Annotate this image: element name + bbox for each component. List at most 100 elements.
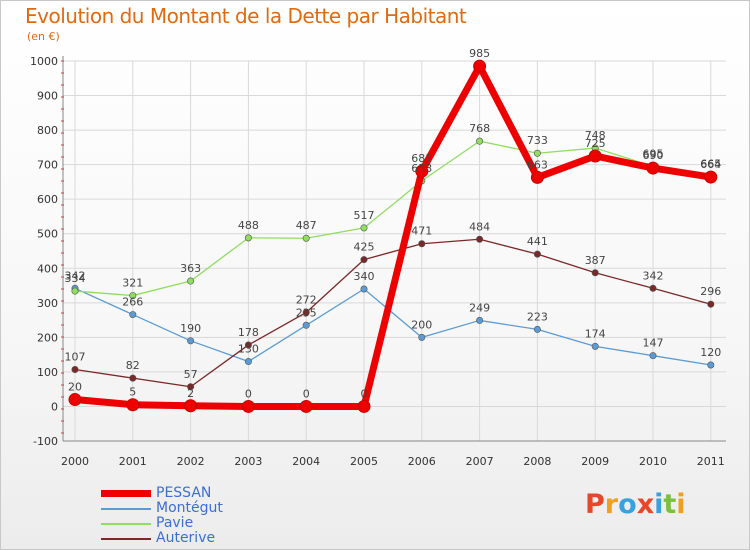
data-point-montégut (533, 325, 541, 333)
data-label: 517 (354, 209, 375, 222)
data-point-auterive (360, 256, 368, 264)
data-label: 190 (180, 322, 201, 335)
x-tick-label: 2001 (119, 455, 147, 468)
legend-label: PESSAN (156, 485, 212, 501)
data-point-auterive (129, 374, 137, 382)
data-label: 0 (361, 387, 368, 400)
series-line-auterive (74, 238, 712, 388)
data-label: 342 (643, 269, 664, 282)
legend-label: Auterive (156, 530, 216, 546)
data-label: 665 (700, 158, 721, 171)
proxiti-logo[interactable]: Proxiti (585, 489, 686, 520)
data-point-montégut (707, 361, 715, 369)
data-point-montégut (302, 321, 310, 329)
legend-label: Pavie (156, 515, 194, 531)
data-label: 266 (122, 296, 143, 309)
data-point-montégut (360, 285, 368, 293)
y-tick-label: 800 (37, 124, 58, 137)
data-point-montégut (244, 358, 252, 366)
data-point-pessan (299, 399, 313, 413)
data-label: 147 (643, 337, 664, 350)
y-tick-label: 400 (37, 262, 58, 275)
data-label: 441 (527, 235, 548, 248)
data-label: 334 (65, 272, 86, 285)
data-label: 363 (180, 262, 201, 275)
logo-letter: t (663, 489, 677, 520)
data-label: 664 (700, 158, 721, 171)
series-line-pavie (74, 140, 712, 297)
data-point-pavie (533, 149, 541, 157)
data-label: 223 (527, 310, 548, 323)
axis-layer: -100010020030040050060070080090010002000… (30, 55, 726, 468)
data-point-auterive (244, 341, 252, 349)
data-point-pessan (357, 399, 371, 413)
data-label: 768 (469, 122, 490, 135)
logo-letter: i (676, 489, 686, 520)
legend-swatch (101, 490, 151, 497)
data-label: 82 (126, 359, 140, 372)
data-label: 20 (68, 381, 82, 394)
y-tick-label: 1000 (30, 55, 58, 68)
data-point-pessan (473, 59, 487, 73)
data-label: 484 (469, 220, 490, 233)
data-point-pavie (302, 234, 310, 242)
y-tick-label: 300 (37, 297, 58, 310)
data-label: 57 (184, 368, 198, 381)
data-label: 748 (585, 129, 606, 142)
data-label: 296 (700, 285, 721, 298)
data-point-auterive (71, 365, 79, 373)
data-label: 653 (411, 162, 432, 175)
data-label: 178 (238, 326, 259, 339)
data-point-pavie (129, 292, 137, 300)
data-point-pessan (588, 149, 602, 163)
data-label: 249 (469, 301, 490, 314)
y-tick-label: 600 (37, 193, 58, 206)
x-tick-label: 2007 (466, 455, 494, 468)
data-point-pessan (530, 170, 544, 184)
x-tick-label: 2010 (639, 455, 667, 468)
data-label: 0 (303, 387, 310, 400)
data-point-auterive (649, 284, 657, 292)
data-point-pavie (187, 277, 195, 285)
legend-swatch (101, 538, 151, 540)
data-point-auterive (187, 383, 195, 391)
data-label-layer: 20 5 2 0 0 0681985663725690664342266190130235… (65, 47, 722, 400)
data-label: 174 (585, 327, 606, 340)
data-point-auterive (707, 300, 715, 308)
data-label: 387 (585, 254, 606, 267)
x-tick-label: 2011 (697, 455, 725, 468)
x-tick-label: 2003 (234, 455, 262, 468)
x-tick-label: 2000 (61, 455, 89, 468)
chart-title: Evolution du Montant de la Dette par Hab… (25, 4, 467, 28)
y-tick-label: 900 (37, 90, 58, 103)
legend-label: Montégut (156, 500, 223, 516)
logo-letter: o (618, 489, 637, 520)
logo-letter: P (585, 489, 605, 520)
data-label: 471 (411, 225, 432, 238)
data-point-pessan (241, 399, 255, 413)
data-label: 321 (122, 277, 143, 290)
data-label: 690 (643, 149, 664, 162)
y-tick-label: 500 (37, 228, 58, 241)
data-label: 120 (700, 346, 721, 359)
data-label: 985 (469, 47, 490, 60)
x-tick-label: 2004 (292, 455, 320, 468)
y-tick-label: 100 (37, 366, 58, 379)
series-line-pessan (71, 62, 715, 410)
logo-letter: r (604, 489, 619, 520)
data-label: 5 (129, 386, 136, 399)
data-label: 733 (527, 134, 548, 147)
series-layer (68, 59, 718, 413)
data-point-pavie (476, 137, 484, 145)
x-tick-label: 2006 (408, 455, 436, 468)
data-label: 663 (527, 158, 548, 171)
data-label: 130 (238, 343, 259, 356)
data-point-pavie (244, 234, 252, 242)
data-point-auterive (418, 240, 426, 248)
data-point-auterive (591, 269, 599, 277)
logo-letter: x (636, 489, 655, 520)
legend-swatch (101, 508, 151, 510)
data-label: 0 (245, 387, 252, 400)
